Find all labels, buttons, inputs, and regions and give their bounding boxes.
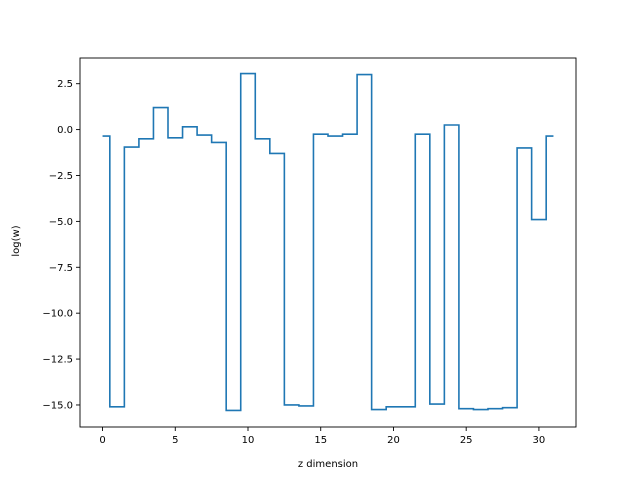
x-axis-label: z dimension	[298, 459, 358, 470]
x-tick-label: 30	[533, 435, 546, 446]
x-tick-label: 0	[99, 435, 105, 446]
series-line	[102, 72, 554, 412]
axes-frame	[79, 57, 577, 428]
y-axis-label: log(w)	[11, 225, 22, 256]
x-tick-label: 15	[314, 435, 327, 446]
y-axis-ticks: 2.5 0.0 −2.5 −5.0 −7.5 −10.0 −12.5 −15.0	[42, 79, 80, 411]
y-tick-label: −12.5	[42, 355, 73, 366]
y-tick-label: −10.0	[42, 309, 73, 320]
y-tick-label: −7.5	[49, 263, 73, 274]
y-tick-label: 2.5	[57, 79, 73, 90]
y-tick-label: 0.0	[57, 125, 73, 136]
x-tick-label: 20	[387, 435, 400, 446]
x-tick-label: 5	[172, 435, 178, 446]
y-tick-label: −2.5	[49, 171, 73, 182]
x-tick-label: 10	[242, 435, 255, 446]
y-tick-label: −15.0	[42, 400, 73, 411]
x-tick-label: 25	[460, 435, 473, 446]
plot-area	[79, 57, 577, 428]
x-axis-ticks: 0 5 10 15 20 25 30	[99, 427, 545, 446]
y-tick-label: −5.0	[49, 217, 73, 228]
